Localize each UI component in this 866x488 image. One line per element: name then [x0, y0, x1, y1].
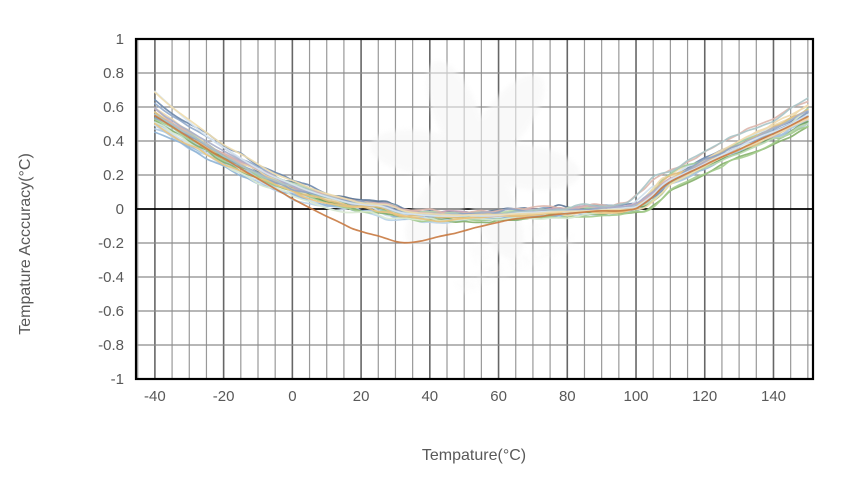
svg-text:140: 140: [761, 388, 786, 405]
svg-text:120: 120: [692, 388, 717, 405]
svg-text:100: 100: [623, 388, 648, 405]
svg-text:20: 20: [353, 388, 370, 405]
svg-text:-1: -1: [111, 371, 124, 388]
svg-text:-0.8: -0.8: [98, 337, 124, 354]
svg-text:-20: -20: [213, 388, 235, 405]
svg-text:60: 60: [490, 388, 507, 405]
svg-text:-0.2: -0.2: [98, 235, 124, 252]
svg-text:Tempature Acccuracy(°C): Tempature Acccuracy(°C): [17, 153, 34, 335]
svg-text:0: 0: [116, 201, 124, 218]
svg-text:0.4: 0.4: [103, 133, 124, 150]
svg-text:-40: -40: [144, 388, 166, 405]
svg-text:-0.4: -0.4: [98, 269, 124, 286]
svg-text:0.6: 0.6: [103, 99, 124, 116]
svg-text:1: 1: [116, 31, 124, 48]
svg-text:-0.6: -0.6: [98, 303, 124, 320]
svg-text:Tempature(°C): Tempature(°C): [422, 447, 526, 464]
svg-text:0.2: 0.2: [103, 167, 124, 184]
svg-text:80: 80: [559, 388, 576, 405]
svg-text:40: 40: [421, 388, 438, 405]
svg-text:0: 0: [288, 388, 296, 405]
svg-text:0.8: 0.8: [103, 65, 124, 82]
